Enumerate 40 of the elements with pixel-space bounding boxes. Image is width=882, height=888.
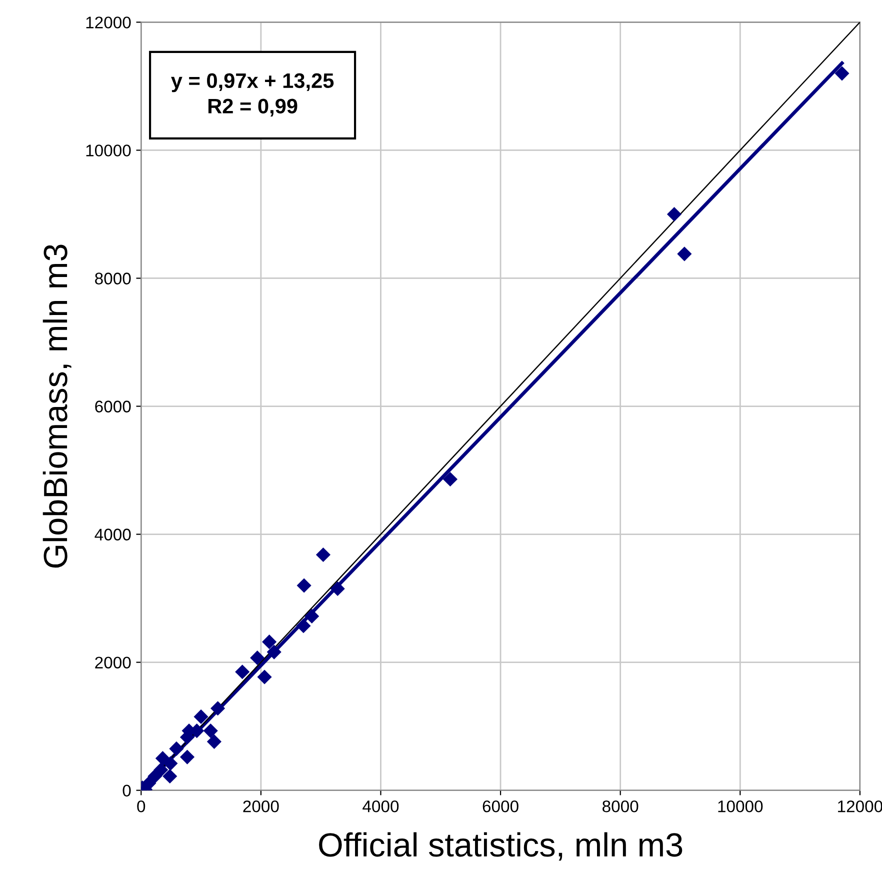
point <box>180 750 195 764</box>
annotation: y = 0,97x + 13,25 R2 = 0,99 <box>171 73 334 117</box>
y-tick-label: 10000 <box>86 144 131 156</box>
point <box>834 66 850 81</box>
point <box>262 634 277 650</box>
point <box>203 724 218 738</box>
point <box>316 547 331 562</box>
point <box>210 701 226 716</box>
x-tick-label: 10000 <box>718 800 763 812</box>
y-tick-label: 4000 <box>94 528 131 540</box>
point <box>266 644 282 660</box>
y-tick-label: 12000 <box>86 16 131 28</box>
point <box>677 246 692 262</box>
point <box>442 472 458 487</box>
x-tick-label: 4000 <box>362 800 399 812</box>
x-tick-label: 2000 <box>243 800 279 812</box>
x-tick-label: 6000 <box>482 800 518 812</box>
point <box>235 664 250 680</box>
point <box>296 618 311 634</box>
point <box>250 650 265 666</box>
point <box>148 768 162 784</box>
y-tick-label: 6000 <box>95 400 131 412</box>
y-axis-title: GlobBiomass, mln m3 <box>42 244 72 568</box>
point <box>330 581 345 596</box>
point <box>162 768 178 784</box>
point <box>304 608 320 624</box>
y-tick-label: 0 <box>122 784 131 797</box>
x-tick-label: 0 <box>137 800 146 812</box>
point <box>666 206 682 222</box>
x-tick-label: 12000 <box>838 800 882 812</box>
point <box>296 578 312 593</box>
point <box>206 734 222 749</box>
point <box>257 670 272 684</box>
y-tick-label: 2000 <box>95 656 131 669</box>
y-tick-label: 8000 <box>95 272 131 284</box>
point <box>163 756 178 771</box>
point <box>169 741 184 756</box>
x-axis-title: Official statistics, mln m3 <box>319 832 682 861</box>
x-tick-label: 8000 <box>602 800 638 812</box>
point <box>194 709 208 724</box>
